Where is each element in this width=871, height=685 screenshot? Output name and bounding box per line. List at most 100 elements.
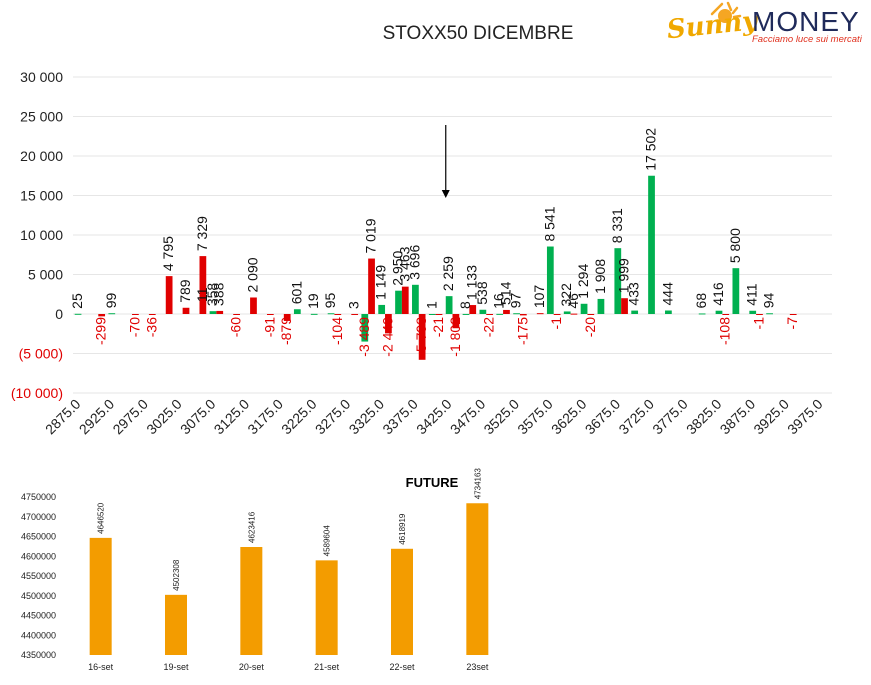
x-tick-label: 22-set xyxy=(389,662,415,672)
data-label: -3 489 xyxy=(356,317,372,357)
future-chart-title: FUTURE xyxy=(406,475,459,490)
bar xyxy=(479,309,487,314)
data-label: 8 541 xyxy=(541,206,557,241)
data-label: 5 800 xyxy=(727,228,743,263)
data-label: -60 xyxy=(228,317,244,337)
bar xyxy=(546,246,554,314)
x-tick-label: 2875.0 xyxy=(42,396,84,438)
data-label: 1 999 xyxy=(616,258,632,293)
data-label: 95 xyxy=(322,292,338,308)
y-tick-label: 30 000 xyxy=(20,69,63,85)
data-label: 1 xyxy=(423,301,439,309)
bar xyxy=(631,310,639,314)
x-tick-label: 3575.0 xyxy=(514,396,556,438)
future-bar xyxy=(240,547,263,655)
bar xyxy=(233,314,240,315)
y-tick-label: 20 000 xyxy=(20,148,63,164)
bar xyxy=(395,290,402,314)
data-label: 3 696 xyxy=(406,245,422,280)
bar xyxy=(563,311,571,314)
bar xyxy=(368,258,375,314)
y-tick-label: 4600000 xyxy=(21,551,56,561)
y-tick-label: 4400000 xyxy=(21,630,56,640)
x-tick-label: 2925.0 xyxy=(76,396,118,438)
data-label: 416 xyxy=(710,282,726,306)
bar xyxy=(665,310,672,314)
logo-money-text: MONEY xyxy=(752,6,860,37)
y-tick-label: 4750000 xyxy=(21,492,56,502)
y-tick-label: (10 000) xyxy=(11,385,63,401)
bar xyxy=(587,314,595,315)
bar xyxy=(216,310,224,314)
data-label: 514 xyxy=(497,281,513,305)
y-tick-label: 4550000 xyxy=(21,571,56,581)
x-tick-label: 20-set xyxy=(239,662,265,672)
bar xyxy=(570,313,578,315)
sunny-money-logo: Sunny MONEY Facciamo luce sui mercati xyxy=(666,1,863,45)
data-label: 2 950 xyxy=(390,250,406,285)
bar xyxy=(182,307,190,314)
bar xyxy=(486,314,493,315)
bar xyxy=(351,313,359,315)
x-tick-label: 2975.0 xyxy=(109,396,151,438)
data-label: -91 xyxy=(261,317,277,337)
data-label: 3 463 xyxy=(396,246,412,281)
data-label: 358 xyxy=(204,283,220,307)
data-label: -1 xyxy=(750,317,766,330)
data-label: 1 908 xyxy=(592,259,608,294)
data-label: 25 xyxy=(69,293,85,309)
data-label: 107 xyxy=(531,285,547,309)
bar xyxy=(722,314,730,315)
data-label: 601 xyxy=(288,281,304,305)
data-label: -22 xyxy=(481,317,497,337)
data-label: -104 xyxy=(329,317,345,345)
bar xyxy=(74,313,82,315)
x-tick-label: 3675.0 xyxy=(582,396,624,438)
bar xyxy=(648,175,655,314)
bar xyxy=(715,310,723,314)
logo-tagline: Facciamo luce sui mercati xyxy=(752,34,863,45)
bar xyxy=(756,314,763,315)
bar xyxy=(266,314,274,315)
x-tick-label: 3625.0 xyxy=(548,396,590,438)
x-tick-label: 3275.0 xyxy=(312,396,354,438)
bar xyxy=(435,314,443,315)
x-tick-label: 3875.0 xyxy=(717,396,759,438)
data-label: -21 xyxy=(430,317,446,337)
bar xyxy=(418,314,426,360)
data-label: -70 xyxy=(126,317,142,337)
data-label: 388 xyxy=(211,282,227,306)
data-label: 16 xyxy=(491,293,507,309)
data-label: 94 xyxy=(761,292,777,308)
data-label: 322 xyxy=(558,283,574,307)
y-tick-label: 4350000 xyxy=(21,650,56,660)
y-tick-label: 4450000 xyxy=(21,611,56,621)
data-label: -7 xyxy=(784,317,800,330)
data-label: 8 xyxy=(457,301,473,309)
data-label: 8 331 xyxy=(609,208,625,243)
x-tick-label: 3725.0 xyxy=(615,396,657,438)
bar xyxy=(452,314,460,329)
data-label: 4623416 xyxy=(247,511,256,543)
x-tick-label: 3125.0 xyxy=(211,396,253,438)
bar xyxy=(401,286,409,314)
bar xyxy=(519,314,527,316)
data-label: 2 090 xyxy=(244,257,260,292)
data-label: 411 xyxy=(744,283,760,306)
bar xyxy=(199,256,207,314)
data-label: -2 449 xyxy=(379,317,395,357)
y-tick-label: 5 000 xyxy=(28,267,63,283)
strike-arrow-marker xyxy=(441,125,450,198)
future-bar xyxy=(315,560,338,655)
bar xyxy=(621,298,628,314)
bar xyxy=(462,313,470,315)
data-label: 1 294 xyxy=(575,264,591,299)
bar xyxy=(412,284,419,314)
y-tick-label: 4500000 xyxy=(21,591,56,601)
data-label: 68 xyxy=(693,293,709,309)
data-label: 7 329 xyxy=(194,216,210,251)
data-label: 97 xyxy=(508,292,524,308)
data-label: -175 xyxy=(514,317,530,345)
bar xyxy=(148,314,156,315)
